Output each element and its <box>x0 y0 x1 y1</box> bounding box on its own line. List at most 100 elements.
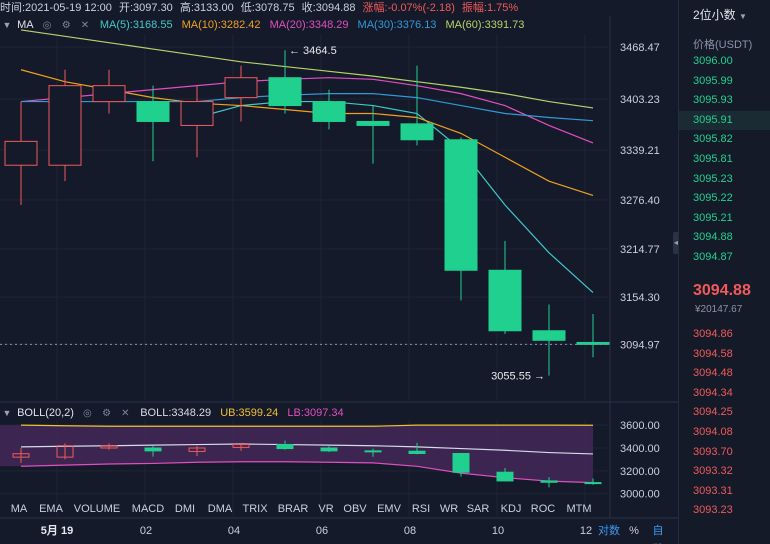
indicator-tab[interactable]: KDJ <box>500 503 522 515</box>
indicator-tabs: MA EMA VOLUME MACD DMI DMA TRIX BRAR VR … <box>0 500 610 518</box>
bid-price-row[interactable]: 3093.32 <box>693 465 733 478</box>
chevron-down-icon[interactable]: ▼ <box>2 408 12 418</box>
date-label: 06 <box>315 525 329 537</box>
ask-price-row[interactable]: 3096.00 <box>693 55 733 67</box>
candle-body <box>356 120 390 126</box>
indicator-tab[interactable]: MACD <box>131 503 165 515</box>
indicator-tab[interactable]: TRIX <box>242 503 268 515</box>
collapse-handle[interactable]: ◀ <box>673 232 681 254</box>
indicator-tab[interactable]: SAR <box>466 503 490 515</box>
ask-price-row[interactable]: 3095.99 <box>693 74 733 87</box>
boll-legend: ▼ BOLL(20,2) ◎ ⚙ ✕ BOLL:3348.29 UB:3599.… <box>0 404 350 422</box>
boll-candle-body <box>364 450 382 453</box>
boll-tick-label: 3000.00 <box>620 489 660 501</box>
eye-icon[interactable]: ◎ <box>42 20 52 31</box>
candle-body <box>136 101 170 122</box>
bid-price-row[interactable]: 3093.31 <box>693 484 733 497</box>
indicator-tab[interactable]: DMI <box>174 503 196 515</box>
ma10-value: MA(10):3282.42 <box>181 19 261 31</box>
eye-icon[interactable]: ◎ <box>83 408 92 419</box>
ma-line-ma60 <box>20 29 594 109</box>
ask-price-row[interactable]: 3095.91 <box>679 110 770 131</box>
bid-price-row[interactable]: 3094.58 <box>693 347 733 360</box>
indicator-tab[interactable]: BRAR <box>277 503 309 515</box>
indicator-tab[interactable]: EMA <box>39 503 63 515</box>
boll-candle-body <box>188 447 206 452</box>
boll-value: BOLL:3348.29 <box>140 407 212 419</box>
indicator-tab[interactable]: MTM <box>566 503 592 515</box>
boll-tick-label: 3400.00 <box>620 443 660 455</box>
current-price: 3094.88 <box>693 282 751 299</box>
chart-svg[interactable]: 3468.47 3403.23 3339.21 3276.40 3214.77 3154.… <box>0 0 678 544</box>
chevron-down-icon: ▼ <box>739 12 747 21</box>
decimal-select-value: 2位小数 <box>693 8 736 22</box>
close-icon[interactable]: ✕ <box>80 20 90 31</box>
ask-price-row[interactable]: 3094.88 <box>693 231 733 244</box>
candle-body <box>444 139 478 271</box>
ask-price-row[interactable]: 3095.81 <box>693 152 733 165</box>
ma20-value: MA(20):3348.29 <box>269 19 349 31</box>
ma-label: MA <box>17 19 34 31</box>
price-tick-label: 3468.47 <box>620 42 660 54</box>
info-low: 低:3078.75 <box>240 2 295 14</box>
ma60-value: MA(60):3391.73 <box>445 19 525 31</box>
date-label: 12 <box>579 525 593 537</box>
date-label: 10 <box>491 525 505 537</box>
low-price-annotation: 3055.55 → <box>491 371 545 383</box>
indicator-tab[interactable]: RSI <box>411 503 431 515</box>
chart-area[interactable]: 3468.47 3403.23 3339.21 3276.40 3214.77 3154.… <box>0 0 681 544</box>
candle-body <box>532 330 566 341</box>
indicator-tab[interactable]: WR <box>439 503 459 515</box>
price-tick-label: 3339.21 <box>620 145 660 157</box>
ask-price-row[interactable]: 3095.23 <box>693 172 733 185</box>
gear-icon[interactable]: ⚙ <box>102 408 112 419</box>
log-scale-toggle[interactable]: 对数 <box>598 525 620 537</box>
bid-price-row[interactable]: 3093.23 <box>693 504 733 517</box>
ask-price-row[interactable]: 3095.22 <box>693 192 733 205</box>
bid-price-row[interactable]: 3093.70 <box>693 445 733 458</box>
price-tick-label: 3214.77 <box>620 244 660 256</box>
boll-candle-body <box>56 445 74 458</box>
boll-lb-value: LB:3097.34 <box>287 407 344 419</box>
ask-price-row[interactable]: 3094.87 <box>693 250 733 263</box>
indicator-tab[interactable]: MA <box>10 503 28 515</box>
boll-tick-label: 3600.00 <box>620 420 660 432</box>
price-tick-label: 3403.23 <box>620 94 660 106</box>
ask-price-row[interactable]: 3095.93 <box>693 94 733 107</box>
indicator-tab[interactable]: EMV <box>377 503 401 515</box>
bid-price-row[interactable]: 3094.86 <box>693 328 733 340</box>
info-open: 开:3097.30 <box>118 2 173 14</box>
auto-scale-toggle[interactable]: 自动 <box>652 525 664 544</box>
ask-price-row[interactable]: 3095.82 <box>693 133 733 146</box>
indicator-tab[interactable]: VOLUME <box>73 503 121 515</box>
price-tick-label: 3154.30 <box>620 292 660 304</box>
indicator-tab[interactable]: DMA <box>207 503 233 515</box>
info-close: 收:3094.88 <box>301 2 356 14</box>
boll-candle-body <box>12 453 30 458</box>
indicator-tab[interactable]: ROC <box>530 503 556 515</box>
boll-candle-body <box>144 447 162 452</box>
ask-price-row[interactable]: 3095.21 <box>693 211 733 224</box>
decimal-select[interactable]: 2位小数 ▼ <box>693 6 747 26</box>
gear-icon[interactable]: ⚙ <box>61 20 71 31</box>
bid-price-row[interactable]: 3094.48 <box>693 367 733 380</box>
date-label: 5月 19 <box>40 525 74 537</box>
indicator-tab[interactable]: VR <box>318 503 334 515</box>
candle-body <box>4 140 38 166</box>
boll-ub-value: UB:3599.24 <box>220 407 279 419</box>
bid-price-row[interactable]: 3094.08 <box>693 425 733 438</box>
bid-price-row[interactable]: 3094.34 <box>693 386 733 399</box>
chevron-down-icon[interactable]: ▼ <box>2 20 12 30</box>
boll-candle-body <box>232 444 250 448</box>
candle-body <box>312 101 346 122</box>
close-icon[interactable]: ✕ <box>121 408 130 419</box>
bid-price-row[interactable]: 3094.25 <box>693 406 733 419</box>
ma5-value: MA(5):3168.55 <box>99 19 173 31</box>
percent-scale-toggle[interactable]: % <box>629 525 639 537</box>
boll-candle-body <box>540 480 558 483</box>
current-volume: ¥20147.67 <box>695 304 743 315</box>
candle-body <box>224 77 258 99</box>
ask-price-list: 3096.00 3095.99 3095.93 3095.91 3095.82 3095.… <box>679 52 770 268</box>
ohlc-info-bar: 时间:2021-05-19 12:00 开:3097.30 高:3133.00 … <box>0 0 678 16</box>
indicator-tab[interactable]: OBV <box>343 503 367 515</box>
